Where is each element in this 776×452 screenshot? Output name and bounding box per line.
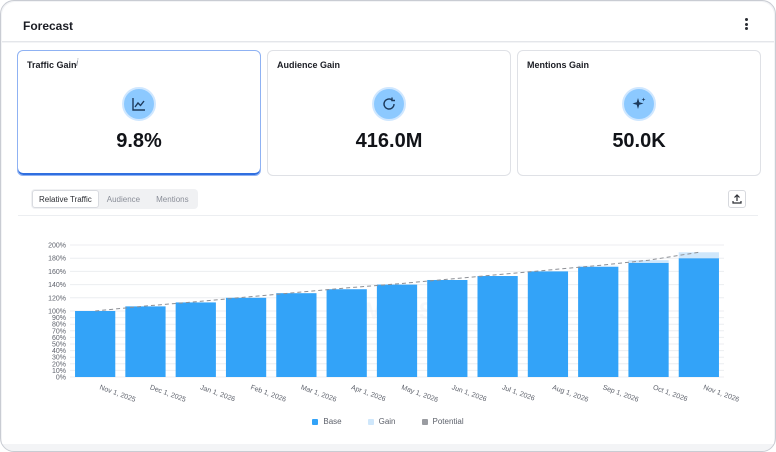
tab-audience[interactable]: Audience	[106, 195, 141, 204]
kebab-menu-icon[interactable]	[738, 18, 754, 34]
legend-label: Potential	[432, 417, 464, 426]
chart-legend: Base Gain Potential	[2, 417, 774, 426]
x-tick-label: Dec 1, 2025	[149, 384, 187, 404]
legend-item-base[interactable]: Base	[312, 417, 342, 426]
x-tick-label: Nov 1, 2025	[98, 384, 136, 404]
card-mentions-gain[interactable]: Mentions Gain 50.0K	[517, 50, 761, 176]
legend-item-potential[interactable]: Potential	[421, 417, 464, 426]
bar-base	[527, 271, 569, 377]
y-tick-label: 50%	[52, 342, 66, 349]
bar-base	[276, 293, 317, 377]
x-tick-label: Feb 1, 2026	[249, 384, 287, 403]
y-tick-label: 80%	[52, 322, 66, 329]
card-label: Traffic Gain	[27, 60, 77, 70]
bar-gain	[678, 252, 719, 259]
legend-label: Base	[323, 417, 342, 426]
legend-swatch	[312, 418, 319, 425]
y-tick-label: 30%	[52, 355, 66, 362]
y-tick-label: 200%	[48, 243, 66, 250]
bar-base	[175, 302, 216, 377]
bar-base	[678, 258, 719, 377]
y-tick-label: 40%	[52, 348, 66, 355]
bar-base	[477, 276, 518, 377]
upload-export-icon	[732, 194, 742, 204]
y-tick-label: 90%	[52, 315, 66, 322]
y-tick-label: 0%	[56, 375, 66, 382]
y-tick-label: 60%	[52, 335, 66, 342]
x-tick-label: Jan 1, 2026	[199, 384, 236, 403]
card-audience-gain[interactable]: Audience Gain 416.0M	[267, 50, 511, 176]
x-tick-label: Aug 1, 2026	[551, 384, 589, 404]
x-tick-label: Jun 1, 2026	[451, 384, 488, 403]
y-tick-label: 180%	[48, 256, 66, 263]
y-tick-label: 10%	[52, 368, 66, 375]
y-tick-label: 140%	[48, 282, 66, 289]
info-icon[interactable]: i	[76, 58, 79, 69]
trend-chart-icon	[122, 87, 156, 121]
y-tick-label: 100%	[48, 309, 66, 316]
y-tick-label: 120%	[48, 295, 66, 302]
widget-title: Forecast	[23, 19, 74, 33]
potential-line	[95, 251, 699, 312]
legend-swatch	[421, 418, 428, 425]
bar-base	[225, 297, 267, 377]
bar-base	[376, 284, 418, 377]
widget-header: Forecast	[2, 2, 774, 42]
card-value: 416.0M	[355, 130, 423, 152]
x-tick-label: Nov 1, 2026	[702, 384, 740, 404]
legend-swatch	[367, 418, 374, 425]
bar-base	[578, 266, 619, 377]
tab-bar: Relative Traffic Audience Mentions	[31, 189, 198, 209]
bar-base	[75, 311, 116, 377]
bar-base	[427, 279, 468, 377]
x-tick-label: Oct 1, 2026	[652, 384, 689, 403]
x-tick-label: Mar 1, 2026	[300, 384, 338, 403]
card-traffic-gain[interactable]: Traffic Gain i 9.8%	[17, 50, 261, 176]
refresh-chat-icon	[372, 87, 406, 121]
x-tick-label: Sep 1, 2026	[602, 384, 640, 404]
export-button[interactable]	[728, 190, 746, 208]
card-label: Mentions Gain	[527, 60, 590, 70]
x-tick-label: Apr 1, 2026	[350, 384, 387, 403]
x-tick-label: Jul 1, 2026	[501, 384, 536, 402]
card-value: 9.8%	[116, 130, 162, 152]
widget-body: Traffic Gain i 9.8% Audience Gain 416.0M…	[2, 43, 774, 444]
divider	[18, 215, 758, 216]
legend-item-gain[interactable]: Gain	[367, 417, 396, 426]
relative-traffic-chart: SEMRUSH0%10%20%30%40%50%60%70%80%90%100%…	[48, 243, 740, 405]
tab-relative-traffic[interactable]: Relative Traffic	[32, 190, 99, 208]
bar-base	[628, 262, 669, 377]
tab-mentions[interactable]: Mentions	[156, 195, 189, 204]
card-value: 50.0K	[612, 130, 666, 152]
bar-base	[125, 306, 166, 377]
bar-gain	[628, 260, 669, 263]
sparkle-icon	[622, 87, 656, 121]
y-tick-label: 20%	[52, 361, 66, 368]
bar-base	[326, 289, 367, 377]
bar-gain	[578, 265, 619, 267]
y-tick-label: 160%	[48, 269, 66, 276]
y-tick-label: 70%	[52, 328, 66, 335]
legend-label: Gain	[378, 417, 396, 426]
card-label: Audience Gain	[277, 60, 341, 70]
x-tick-label: May 1, 2026	[400, 384, 439, 404]
